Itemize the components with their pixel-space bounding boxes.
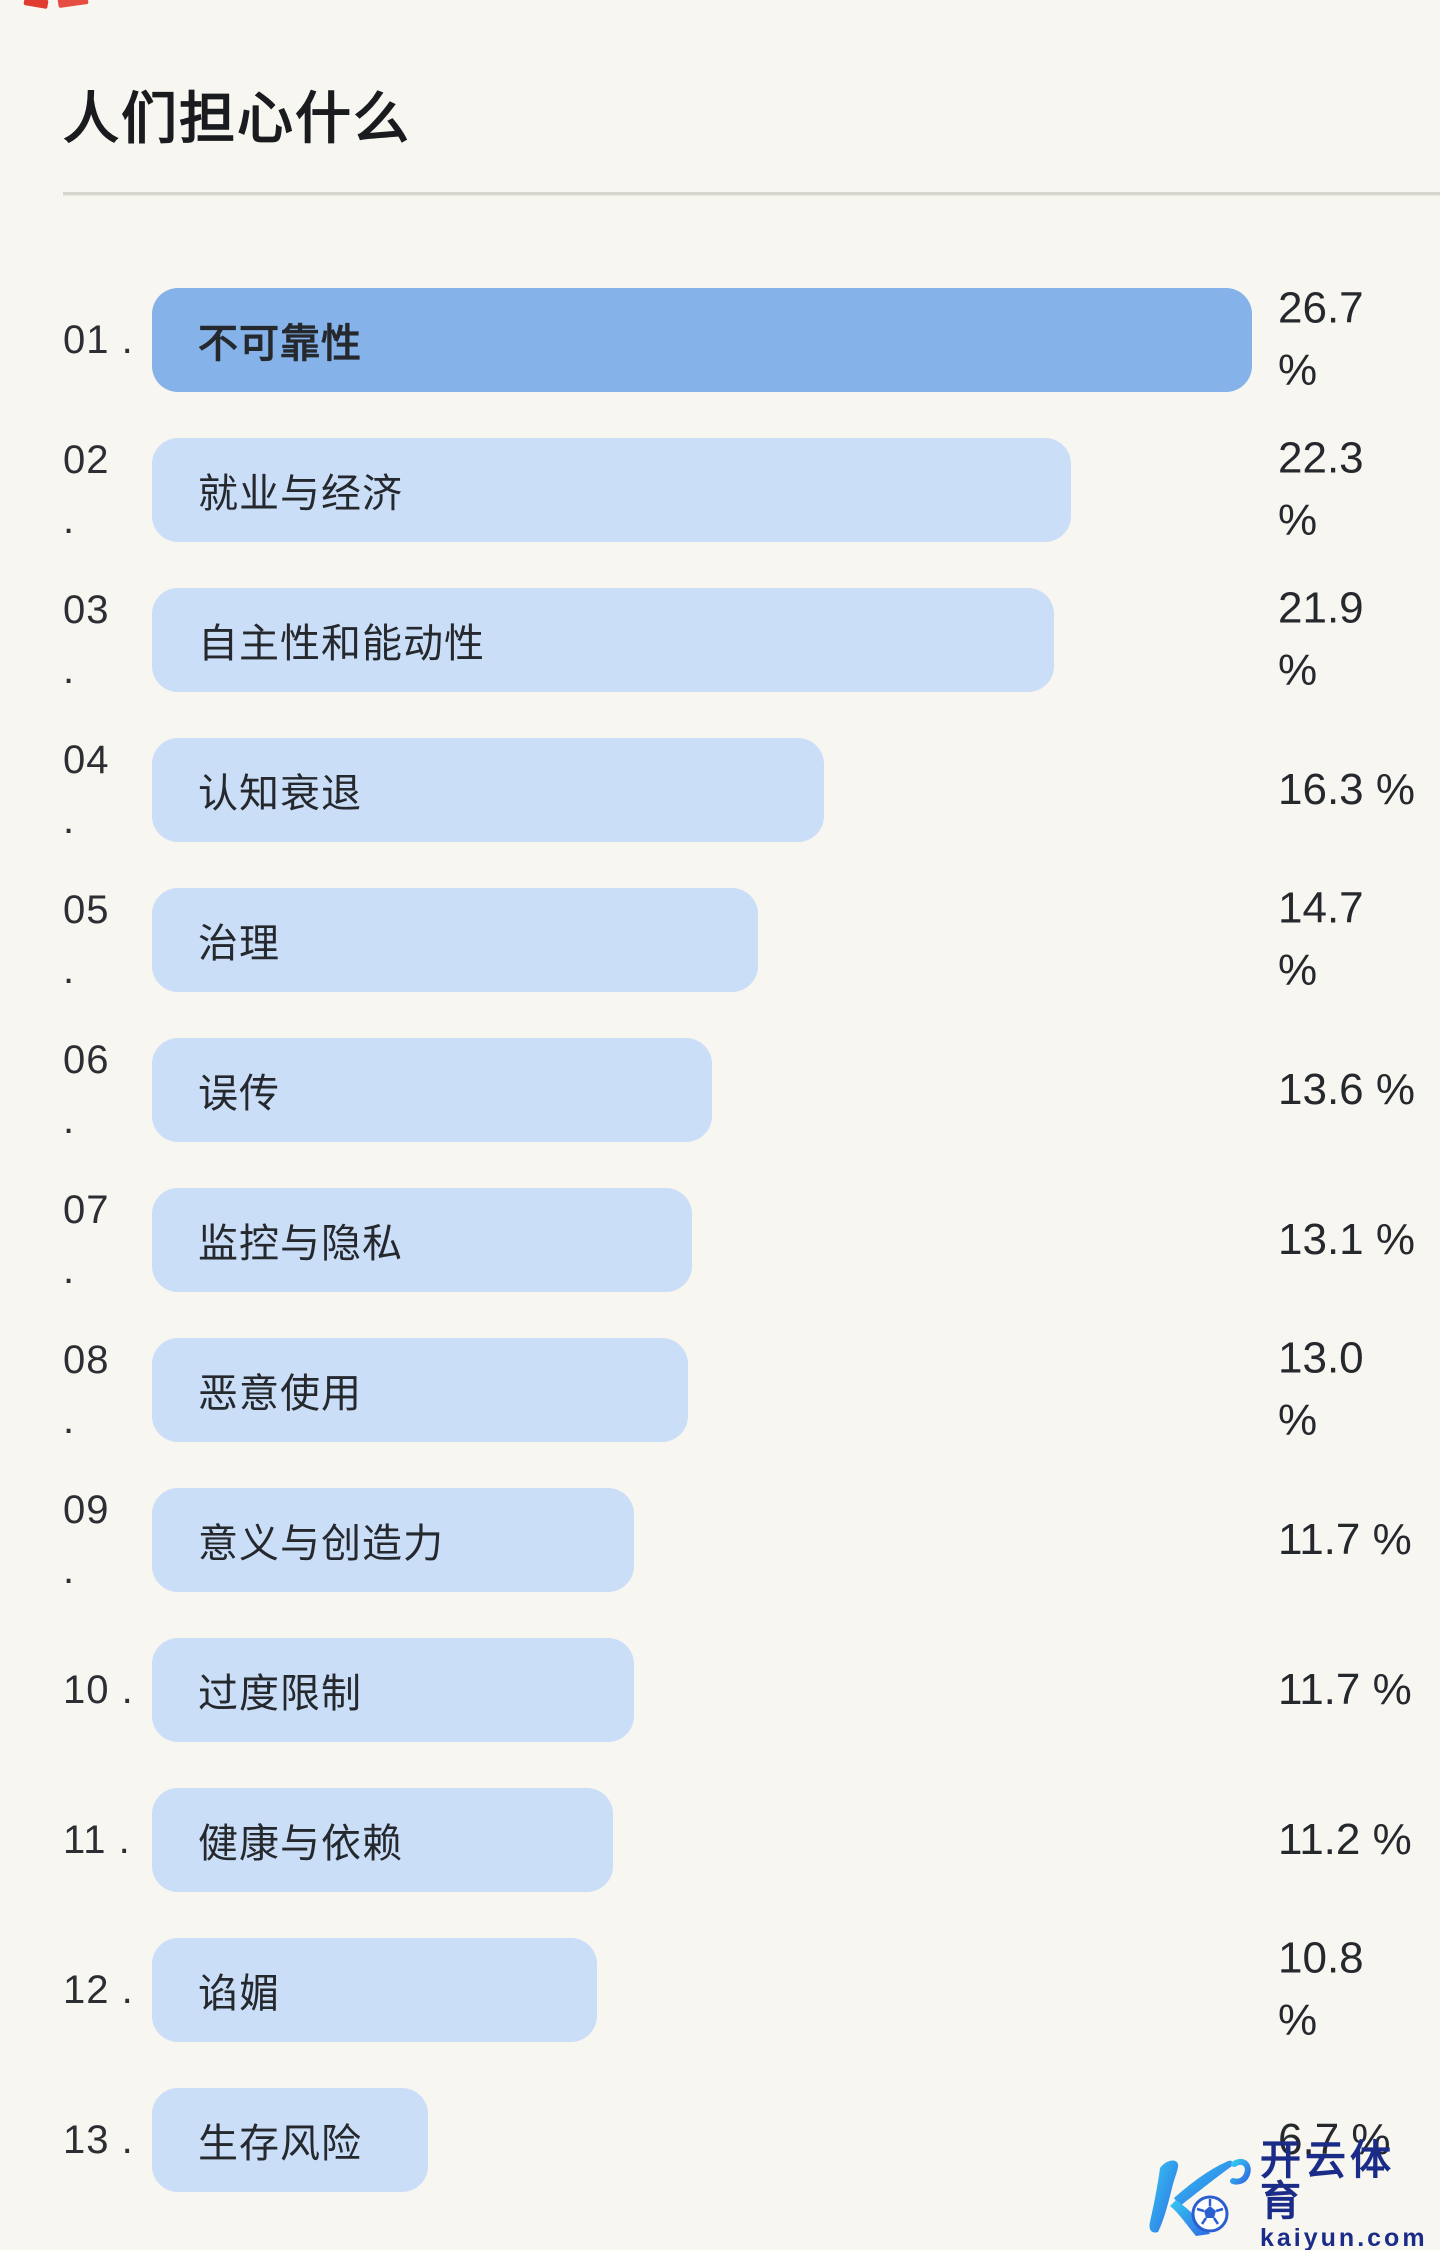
category-bar: 自主性和能动性 [152,588,1054,692]
bar-track: 治理 [152,865,1278,1015]
chart-row: 07 . 监控与隐私 13.1 % [0,1165,1440,1315]
value-label: 11.7 % [1278,1664,1412,1714]
category-label: 不可靠性 [198,322,362,366]
page-title: 人们担心什么 [63,87,411,150]
value-label: 11.2 % [1278,1814,1412,1864]
bar-track: 监控与隐私 [152,1165,1278,1315]
chart-row: 06 . 误传 13.6 % [0,1015,1440,1165]
category-label: 生存风险 [198,2122,362,2166]
watermark-brand: 开云体育 [1260,2137,1395,2224]
category-bar: 认知衰退 [152,738,824,842]
bar-track: 意义与创造力 [152,1465,1278,1615]
chart-row: 05 . 治理 14.7 % [0,865,1440,1015]
bar-track: 健康与依赖 [152,1765,1278,1915]
category-bar: 就业与经济 [152,438,1071,542]
category-bar: 治理 [152,888,758,992]
category-bar: 误传 [152,1038,712,1142]
bar-track: 就业与经济 [152,415,1278,565]
chart-row: 02 . 就业与经济 22.3 % [0,415,1440,565]
bar-track: 自主性和能动性 [152,565,1278,715]
category-bar: 谄媚 [152,1938,597,2042]
red-mark-icon [57,0,89,9]
category-bar: 监控与隐私 [152,1188,692,1292]
bar-track: 认知衰退 [152,715,1278,865]
rank-label: 07 . [63,1188,110,1292]
value-label: 11.7 % [1278,1514,1412,1564]
kaiyun-watermark-link[interactable]: 开云体育 kaiyun.com [1146,2140,1438,2250]
rank-label: 06 . [63,1038,110,1142]
category-label: 健康与依赖 [198,1822,403,1866]
value-label: 22.3 % [1278,433,1364,545]
chart-row: 03 . 自主性和能动性 21.9 % [0,565,1440,715]
bar-track: 恶意使用 [152,1315,1278,1465]
rank-label: 05 . [63,888,110,992]
value-label: 26.7 % [1278,283,1364,395]
category-label: 治理 [198,922,280,966]
category-label: 误传 [198,1072,280,1116]
title-divider [63,192,1440,195]
category-label: 意义与创造力 [198,1522,444,1566]
category-label: 监控与隐私 [198,1222,403,1266]
category-label: 过度限制 [198,1672,362,1716]
kaiyun-logo-icon [1149,2158,1251,2236]
value-label: 13.0 % [1278,1333,1364,1445]
category-bar: 生存风险 [152,2088,428,2192]
category-bar: 健康与依赖 [152,1788,613,1892]
rank-label: 09 . [63,1488,110,1592]
chart-row: 08 . 恶意使用 13.0 % [0,1315,1440,1465]
value-label: 21.9 % [1278,583,1364,695]
value-label: 6.7 % [1278,2114,1391,2164]
bar-track: 误传 [152,1015,1278,1165]
bar-track: 不可靠性 [152,265,1278,415]
rank-label: 08 . [63,1338,110,1442]
chart-row: 11 . 健康与依赖 11.2 % [0,1765,1440,1915]
category-bar: 意义与创造力 [152,1488,634,1592]
category-bar: 恶意使用 [152,1338,688,1442]
bar-track: 谄媚 [152,1915,1278,2065]
bar-chart: 01 . 不可靠性 26.7 % 02 . 就业与经济 22.3 % 03 . … [0,265,1440,2215]
red-artifact-marks [22,0,122,14]
bar-track: 过度限制 [152,1615,1278,1765]
rank-label: 13 . [63,2118,134,2162]
chart-row: 12 . 谄媚 10.8 % [0,1915,1440,2065]
chart-row: 04 . 认知衰退 16.3 % [0,715,1440,865]
rank-label: 02 . [63,438,110,542]
value-label: 10.8 % [1278,1933,1364,2045]
red-mark-icon [23,0,49,10]
value-label: 13.6 % [1278,1064,1415,1114]
rank-label: 11 . [63,1818,131,1862]
chart-row: 09 . 意义与创造力 11.7 % [0,1465,1440,1615]
value-label: 16.3 % [1278,764,1415,814]
rank-label: 03 . [63,588,110,692]
chart-row: 10 . 过度限制 11.7 % [0,1615,1440,1765]
rank-label: 12 . [63,1968,134,2012]
category-label: 恶意使用 [198,1372,362,1416]
chart-row: 13 . 生存风险 6.7 % [0,2065,1440,2215]
rank-label: 10 . [63,1668,134,1712]
category-label: 谄媚 [198,1972,280,2016]
category-label: 认知衰退 [198,772,362,816]
watermark-domain: kaiyun.com [1260,2224,1428,2250]
value-label: 13.1 % [1278,1214,1415,1264]
rank-label: 01 . [63,318,134,362]
category-bar: 过度限制 [152,1638,634,1742]
category-bar: 不可靠性 [152,288,1252,392]
bar-track: 生存风险 [152,2065,1278,2215]
category-label: 就业与经济 [198,472,403,516]
value-label: 14.7 % [1278,883,1364,995]
watermark-text: 开云体育 kaiyun.com [1260,2140,1438,2250]
chart-row: 01 . 不可靠性 26.7 % [0,265,1440,415]
rank-label: 04 . [63,738,110,842]
category-label: 自主性和能动性 [198,622,485,666]
